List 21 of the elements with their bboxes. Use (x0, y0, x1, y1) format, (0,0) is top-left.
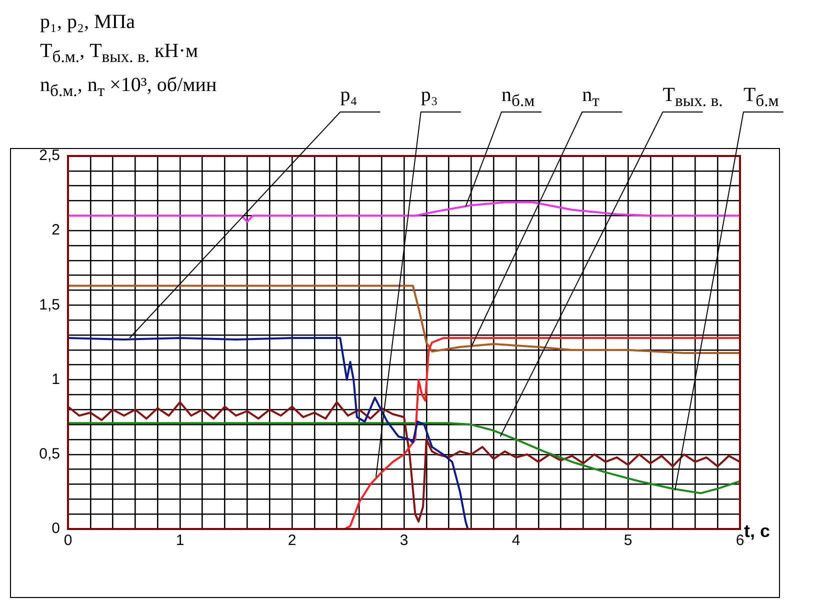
x-tick-label: 3 (400, 532, 408, 550)
y-tick-label: 1 (52, 370, 60, 388)
x-tick-label: 1 (176, 532, 184, 550)
annotation: p₃ (420, 84, 438, 107)
y-tick-label: 0,5 (39, 446, 60, 463)
annotation: p₄ (340, 84, 358, 107)
x-tick-label: 4 (512, 532, 520, 550)
y-tick-label: 2,5 (39, 147, 60, 164)
y-tick-label: 1,5 (39, 296, 60, 314)
text: p₁, p₂, МПа T$_{б.м.}$, T$_{вых. в.}$ кН·м n$_{б.м.}$, n$_{т}$ ×10³, об/мин (40, 11, 217, 100)
x-axis-title: t, c (744, 521, 770, 542)
annotation: n$_{т}$ (582, 84, 600, 111)
x-tick-label: 6 (736, 532, 744, 550)
x-tick-label: 0 (64, 532, 72, 550)
x-tick-label: 2 (288, 532, 296, 550)
annotation: n$_{б.м}$ (502, 84, 535, 111)
annotation: T$_{вых. в.}$ (662, 84, 723, 111)
x-tick-label: 5 (624, 532, 632, 550)
y-tick-label: 0 (52, 520, 60, 538)
y-tick-label: 2 (52, 222, 60, 239)
annotation: T$_{б.м}$ (743, 84, 779, 111)
